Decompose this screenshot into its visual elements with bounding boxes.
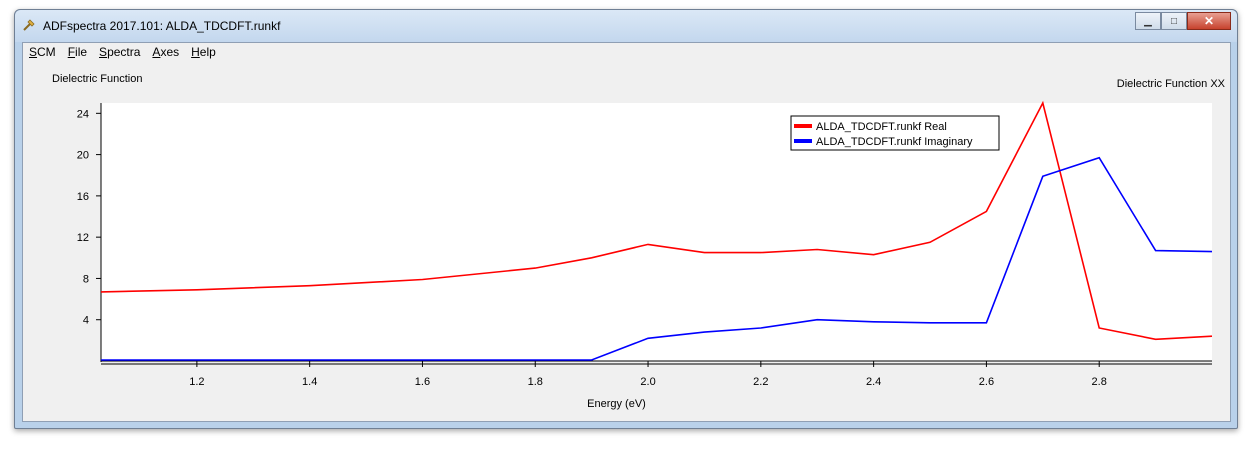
- x-tick-label: 1.8: [528, 376, 543, 388]
- chart-title-right: Dielectric Function XX: [1116, 78, 1225, 90]
- y-tick-label: 8: [83, 273, 89, 285]
- maximize-button[interactable]: □: [1161, 12, 1187, 30]
- window-title: ADFspectra 2017.101: ALDA_TDCDFT.runkf: [43, 19, 281, 33]
- y-tick-label: 4: [83, 315, 89, 327]
- x-tick-label: 2.0: [640, 376, 655, 388]
- y-tick-label: 12: [77, 232, 89, 244]
- chart-title-left: Dielectric Function: [52, 73, 143, 85]
- x-tick-label: 2.8: [1092, 376, 1107, 388]
- menu-axes[interactable]: Axes: [146, 43, 185, 63]
- app-window: ADFspectra 2017.101: ALDA_TDCDFT.runkf ▁…: [14, 9, 1238, 429]
- series-line-real: [101, 100, 1212, 341]
- plot-area: [101, 103, 1212, 361]
- menu-file-accel: F: [67, 45, 76, 59]
- x-tick-label: 2.6: [979, 376, 994, 388]
- y-tick-label: 16: [77, 191, 89, 203]
- legend-box: [790, 115, 1000, 151]
- x-tick-label: 1.4: [302, 376, 317, 388]
- menu-file[interactable]: File: [62, 43, 93, 63]
- close-button[interactable]: ✕: [1187, 12, 1231, 30]
- menu-bar: SCM File Spectra Axes Help: [23, 43, 222, 63]
- menu-scm[interactable]: SCM: [23, 43, 62, 63]
- menu-help[interactable]: Help: [185, 43, 222, 63]
- series-line-imaginary: [101, 156, 1212, 361]
- menu-axes-accel: A: [152, 45, 161, 59]
- minimize-button[interactable]: ▁: [1135, 12, 1161, 30]
- legend-label-imaginary: ALDA_TDCDFT.runkf Imaginary: [816, 136, 973, 148]
- title-bar[interactable]: ADFspectra 2017.101: ALDA_TDCDFT.runkf ▁…: [15, 10, 1237, 42]
- x-tick-label: 2.4: [866, 376, 881, 388]
- menu-axes-label: xes: [160, 45, 180, 59]
- dielectric-chart[interactable]: 4 8 12 16 20 24 1.2 1.4 1.6 1.8 2.0 2.2 2.4 2.6 2.8 Ene…: [23, 43, 1230, 421]
- y-tick-label: 20: [77, 150, 89, 162]
- x-tick-label: 1.2: [189, 376, 204, 388]
- menu-spectra-accel: S: [99, 45, 108, 59]
- menu-scm-label: CM: [37, 45, 56, 59]
- app-icon: [23, 19, 35, 31]
- y-tick-label: 24: [77, 108, 89, 120]
- menu-help-accel: H: [191, 45, 200, 59]
- window-controls: ▁ □ ✕: [1135, 12, 1231, 32]
- legend-label-real: ALDA_TDCDFT.runkf Real: [816, 121, 947, 133]
- menu-spectra[interactable]: Spectra: [93, 43, 146, 63]
- menu-spectra-label: pectra: [107, 45, 141, 59]
- menu-scm-accel: S: [29, 45, 38, 59]
- client-area: SCM File Spectra Axes Help Dielectric Fu…: [22, 42, 1231, 422]
- menu-file-label: ile: [75, 45, 88, 59]
- menu-help-label: elp: [199, 45, 216, 59]
- x-tick-label: 2.2: [753, 376, 768, 388]
- x-tick-label: 1.6: [415, 376, 430, 388]
- x-axis-label: Energy (eV): [587, 398, 646, 410]
